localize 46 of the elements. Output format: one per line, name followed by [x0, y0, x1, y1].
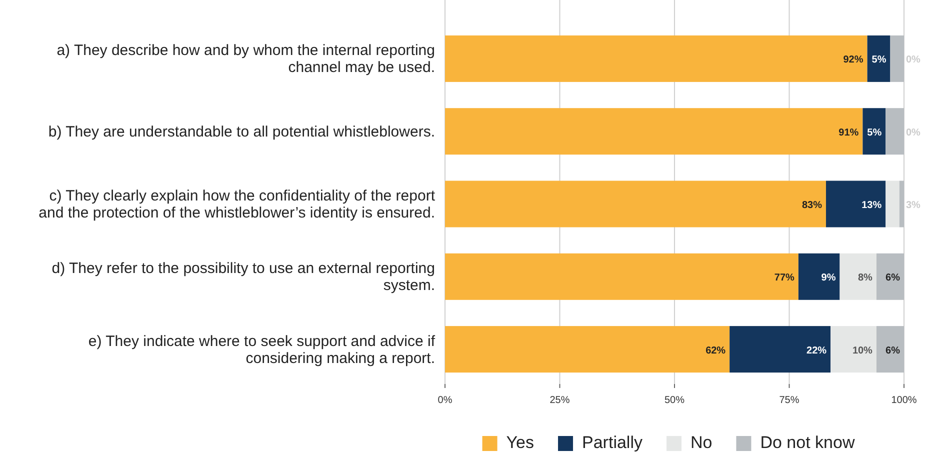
bar [886, 108, 904, 155]
legend-label: No [690, 433, 712, 452]
bar [730, 326, 831, 373]
bar [890, 35, 904, 82]
x-tick-label: 75% [779, 395, 800, 406]
bar [826, 180, 886, 228]
y-tick-label: a) They describe how and by whom the internal reporting channel may be used. [56, 42, 435, 76]
data-label: 8% [858, 272, 873, 284]
data-label: 10% [852, 345, 873, 356]
bar [899, 180, 904, 228]
bar [830, 326, 876, 373]
bar [445, 253, 798, 300]
legend-label: Do not know [760, 433, 856, 452]
data-label: 92% [843, 54, 864, 66]
data-label: 13% [862, 200, 882, 211]
bar [862, 108, 886, 155]
x-tick-label: 100% [891, 395, 917, 406]
bar [876, 326, 904, 373]
data-label: 83% [802, 200, 822, 211]
data-label: 22% [806, 345, 827, 356]
bar [445, 326, 730, 373]
bar [798, 253, 840, 300]
bar [867, 35, 890, 82]
data-label: 77% [774, 272, 795, 284]
y-tick-label: b) They are understandable to all potential whistleblowers. [48, 123, 435, 140]
data-label: 6% [886, 345, 900, 356]
data-label: 6% [886, 272, 900, 284]
data-label: 5% [867, 127, 882, 138]
data-label: 62% [706, 345, 726, 356]
x-tick-label: 50% [664, 395, 685, 406]
bar [876, 253, 904, 300]
y-tick-label: e) They indicate where to seek support and advice if considering making a report. [88, 332, 436, 367]
bar [445, 180, 826, 228]
bar [886, 180, 900, 228]
bar [840, 253, 876, 300]
x-tick-label: 25% [550, 395, 570, 406]
legend-label: Partially [582, 433, 643, 452]
data-label: 5% [872, 54, 886, 66]
y-tick-label: c) They clearly explain how the confidentiality of the report and the protection of the whistleblower’s identity is ensured. [38, 188, 436, 222]
y-tick-label: d) They refer to the possibility to use an external reporting system. [52, 260, 435, 294]
bar [445, 35, 868, 82]
x-tick-label: 0% [438, 395, 452, 406]
legend-label: Yes [506, 433, 534, 452]
data-label: 91% [838, 127, 859, 138]
bar [445, 108, 863, 155]
data-label: 9% [821, 272, 836, 284]
